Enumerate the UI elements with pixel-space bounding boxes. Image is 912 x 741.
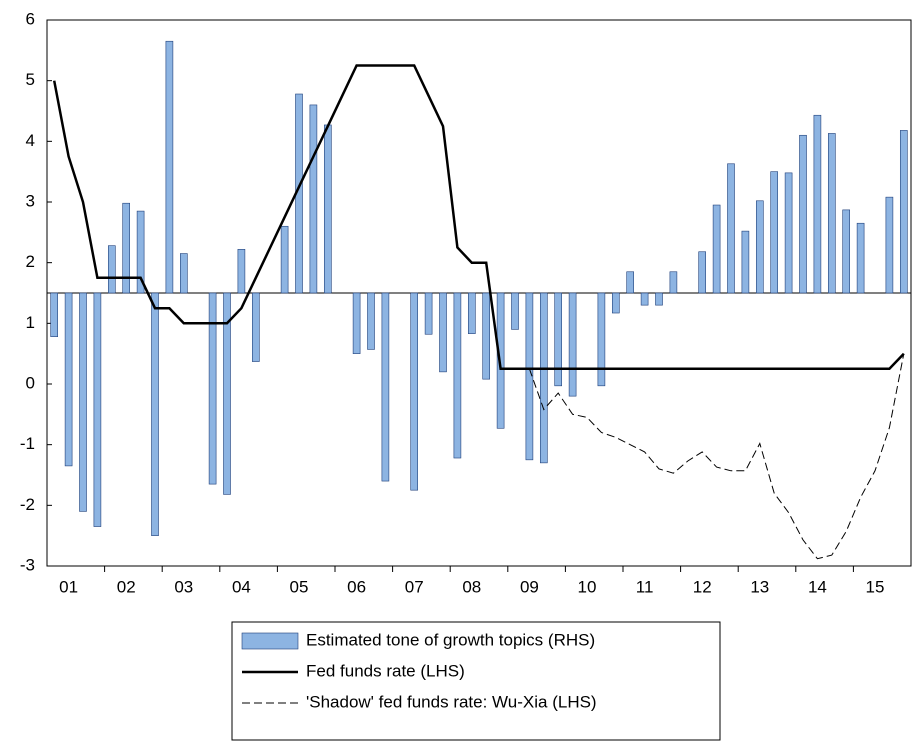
bar [108, 245, 116, 294]
bar [885, 196, 894, 294]
bar [511, 292, 519, 330]
x-tick-label: 14 [808, 577, 827, 596]
bar [669, 271, 678, 294]
y-tick-label: -1 [20, 434, 35, 453]
y-tick-label: 6 [26, 9, 35, 28]
x-tick-label: 10 [578, 577, 597, 596]
bar [323, 124, 332, 294]
bar [237, 249, 246, 294]
bar [755, 200, 764, 294]
legend-label: 'Shadow' fed funds rate: Wu-Xia (LHS) [306, 692, 597, 711]
x-tick-label: 11 [636, 577, 654, 596]
bar [439, 292, 447, 373]
line [52, 64, 905, 371]
bar [252, 292, 260, 362]
bar [856, 222, 865, 294]
y-tick-label: 0 [26, 373, 35, 392]
bar [799, 134, 807, 294]
bar [539, 292, 548, 464]
y-tick-label: -2 [20, 495, 35, 514]
bar [93, 292, 102, 527]
bar [136, 210, 145, 294]
legend-label: Estimated tone of growth topics (RHS) [306, 630, 595, 649]
bar [64, 292, 73, 467]
bar [467, 292, 476, 334]
legend-box [231, 621, 721, 741]
bar [453, 292, 462, 459]
y-tick-label: 1 [26, 313, 35, 332]
x-tick-label: 03 [174, 577, 193, 596]
bar [50, 292, 59, 337]
line [528, 353, 905, 560]
x-tick-label: 01 [59, 577, 78, 596]
y-tick-label: 2 [26, 252, 35, 271]
bar [180, 253, 188, 294]
bar [597, 292, 606, 387]
x-tick-label: 07 [405, 577, 424, 596]
x-tick-label: 12 [693, 577, 712, 596]
bar [655, 292, 663, 306]
y-tick-label: -3 [20, 555, 35, 574]
bar [784, 172, 793, 294]
bar [424, 292, 433, 335]
x-tick-label: 05 [290, 577, 309, 596]
bar [770, 171, 779, 294]
bar [727, 163, 735, 294]
bar [698, 251, 707, 294]
y-tick-label: 5 [26, 70, 35, 89]
x-tick-label: 09 [520, 577, 539, 596]
y-tick-label: 4 [26, 131, 35, 150]
bar [568, 292, 577, 397]
bar [741, 230, 750, 294]
bar [611, 292, 620, 314]
bar [813, 114, 822, 294]
x-tick-label: 04 [232, 577, 251, 596]
x-tick-label: 06 [347, 577, 366, 596]
bar [280, 225, 289, 294]
bar [208, 292, 217, 485]
bar [410, 292, 419, 491]
x-tick-label: 02 [117, 577, 136, 596]
bar [554, 292, 563, 387]
bar [827, 133, 836, 294]
bar [309, 104, 318, 294]
bar [712, 204, 721, 294]
bar [626, 271, 635, 294]
legend-swatch [241, 632, 299, 650]
x-tick-label: 15 [866, 577, 885, 596]
legend-label: Fed funds rate (LHS) [306, 661, 465, 680]
bar [482, 292, 491, 380]
bar [381, 292, 390, 482]
bar [367, 292, 375, 350]
bar [165, 40, 174, 294]
bar [525, 292, 534, 461]
bar [352, 292, 361, 354]
bar [842, 209, 851, 294]
bar [640, 292, 649, 306]
bar [151, 292, 159, 536]
y-tick-label: 3 [26, 191, 35, 210]
bar [79, 292, 87, 512]
bar [899, 130, 908, 294]
bar [223, 292, 231, 495]
bar [122, 202, 130, 294]
x-tick-label: 08 [462, 577, 481, 596]
x-tick-label: 13 [750, 577, 769, 596]
